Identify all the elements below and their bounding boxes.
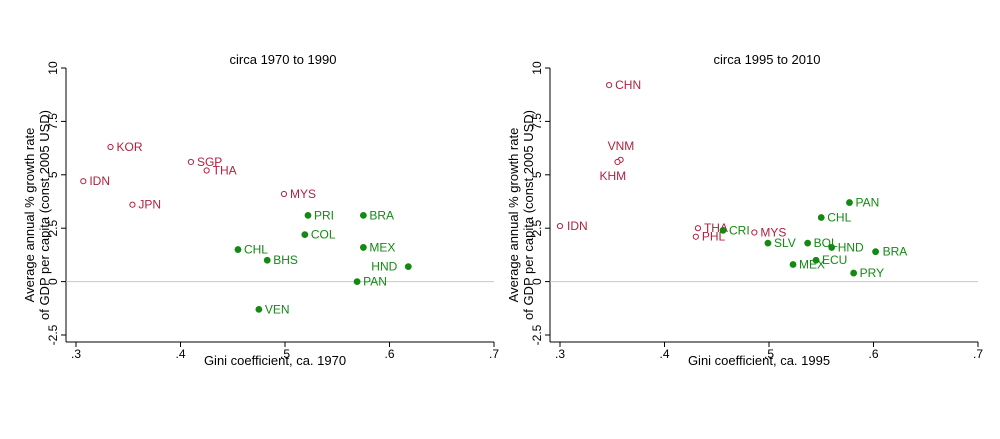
- data-label-idn: IDN: [89, 174, 110, 188]
- data-point-ven: [255, 305, 263, 313]
- y-axis-label-line-1: Average annual % growth rate: [22, 128, 37, 303]
- data-point-hnd: [404, 263, 412, 271]
- data-point-mex: [789, 261, 797, 268]
- x-axis-label: Gini coefficient, ca. 1995: [688, 353, 830, 368]
- data-label-chl: CHL: [244, 243, 268, 257]
- x-tick-label: .5: [764, 347, 774, 361]
- x-tick-label: .4: [659, 347, 669, 361]
- data-label-pan: PAN: [855, 196, 879, 210]
- y-tick-label: -2.5: [46, 324, 60, 345]
- x-tick-label: .3: [555, 347, 565, 361]
- data-label-hnd: HND: [838, 240, 864, 254]
- data-label-vnm: VNM: [608, 139, 635, 153]
- data-point-ecu: [812, 256, 820, 264]
- data-label-khm: KHM: [599, 169, 626, 183]
- data-point-chn: [606, 81, 613, 89]
- data-label-phl: PHL: [702, 230, 726, 244]
- chart-title: circa 1970 to 1990: [230, 52, 337, 67]
- data-point-bra: [872, 248, 879, 256]
- data-label-bra: BRA: [883, 245, 908, 259]
- data-label-ecu: ECU: [822, 253, 847, 267]
- data-label-jpn: JPN: [138, 198, 161, 212]
- data-point-idn: [80, 178, 87, 185]
- data-label-bra: BRA: [369, 208, 394, 222]
- x-tick-label: .7: [489, 347, 499, 361]
- y-axis-label-line-2: of GDP per capita (const 2005 USD): [37, 110, 52, 320]
- data-point-pry: [850, 269, 858, 277]
- data-label-chn: CHN: [615, 78, 641, 92]
- data-label-slv: SLV: [774, 236, 796, 250]
- data-label-pan: PAN: [363, 275, 387, 289]
- data-point-chl: [234, 246, 242, 253]
- data-point-chl: [817, 214, 825, 221]
- data-point-mex: [359, 244, 367, 251]
- data-point-phl: [692, 233, 699, 240]
- data-label-pry: PRY: [860, 266, 884, 280]
- data-point-tha: [694, 225, 702, 232]
- y-tick-label: 10: [530, 61, 544, 75]
- x-tick-label: .7: [973, 347, 983, 361]
- data-label-kor: KOR: [116, 140, 142, 154]
- data-label-ven: VEN: [265, 302, 290, 316]
- data-point-jpn: [129, 201, 136, 208]
- data-point-kor: [107, 143, 114, 151]
- data-point-col: [301, 231, 309, 239]
- x-tick-label: .4: [175, 347, 185, 361]
- data-label-mys: MYS: [290, 187, 316, 201]
- x-axis-label: Gini coefficient, ca. 1970: [204, 353, 346, 368]
- y-tick-label: 0: [530, 278, 544, 285]
- data-label-tha: THA: [213, 164, 237, 178]
- data-label-col: COL: [311, 228, 336, 242]
- data-point-khm: [614, 158, 621, 166]
- data-point-bhs: [263, 256, 271, 264]
- y-tick-label: 7.5: [530, 113, 544, 130]
- scatter-panel-2: circa 1995 to 2010 .3 .4 .5 .6 .7 -2.5 0 2.5 5 7.5…: [506, 52, 983, 368]
- y-tick-label: 5: [530, 171, 544, 178]
- data-point-pan: [353, 278, 361, 286]
- data-point-hnd: [828, 244, 836, 251]
- data-point-mys: [280, 190, 288, 198]
- data-point-sgp: [187, 158, 195, 166]
- data-point-slv: [764, 239, 772, 247]
- y-tick-label: 5: [46, 171, 60, 178]
- data-label-sgp: SGP: [197, 155, 222, 169]
- data-point-mys: [751, 229, 758, 236]
- y-axis-label-line-2: of GDP per capita (const 2005 USD): [521, 110, 536, 320]
- x-tick-label: .6: [868, 347, 878, 361]
- data-point-cri: [719, 226, 727, 234]
- chart-title: circa 1995 to 2010: [714, 52, 821, 67]
- data-label-mex: MEX: [799, 258, 825, 272]
- data-label-pri: PRI: [314, 208, 334, 222]
- data-point-tha: [203, 167, 210, 174]
- y-tick-label: -2.5: [530, 324, 544, 345]
- data-label-bhs: BHS: [273, 253, 298, 267]
- y-tick-label: 2.5: [46, 220, 60, 237]
- data-point-idn: [556, 222, 564, 230]
- data-label-mex: MEX: [369, 240, 395, 254]
- data-label-cri: CRI: [729, 223, 750, 237]
- scatter-panel-1: circa 1970 to 1990 .3 .4 .5 .6 .7 -2.5 0 2.5 5 7.5…: [22, 52, 499, 368]
- data-point-bol: [804, 239, 812, 247]
- y-tick-label: 7.5: [46, 113, 60, 130]
- data-point-pri: [304, 211, 312, 219]
- x-tick-label: .6: [384, 347, 394, 361]
- data-label-chl: CHL: [827, 211, 851, 225]
- data-label-idn: IDN: [567, 219, 588, 233]
- y-tick-label: 0: [46, 278, 60, 285]
- data-label-mys: MYS: [760, 225, 786, 239]
- x-tick-label: .5: [280, 347, 290, 361]
- y-axis-label-line-1: Average annual % growth rate: [506, 128, 521, 303]
- x-tick-label: .3: [71, 347, 81, 361]
- y-tick-label: 10: [46, 61, 60, 75]
- y-tick-label: 2.5: [530, 220, 544, 237]
- data-label-hnd: HND: [371, 260, 397, 274]
- data-point-pan: [846, 199, 853, 206]
- data-point-bra: [359, 211, 367, 219]
